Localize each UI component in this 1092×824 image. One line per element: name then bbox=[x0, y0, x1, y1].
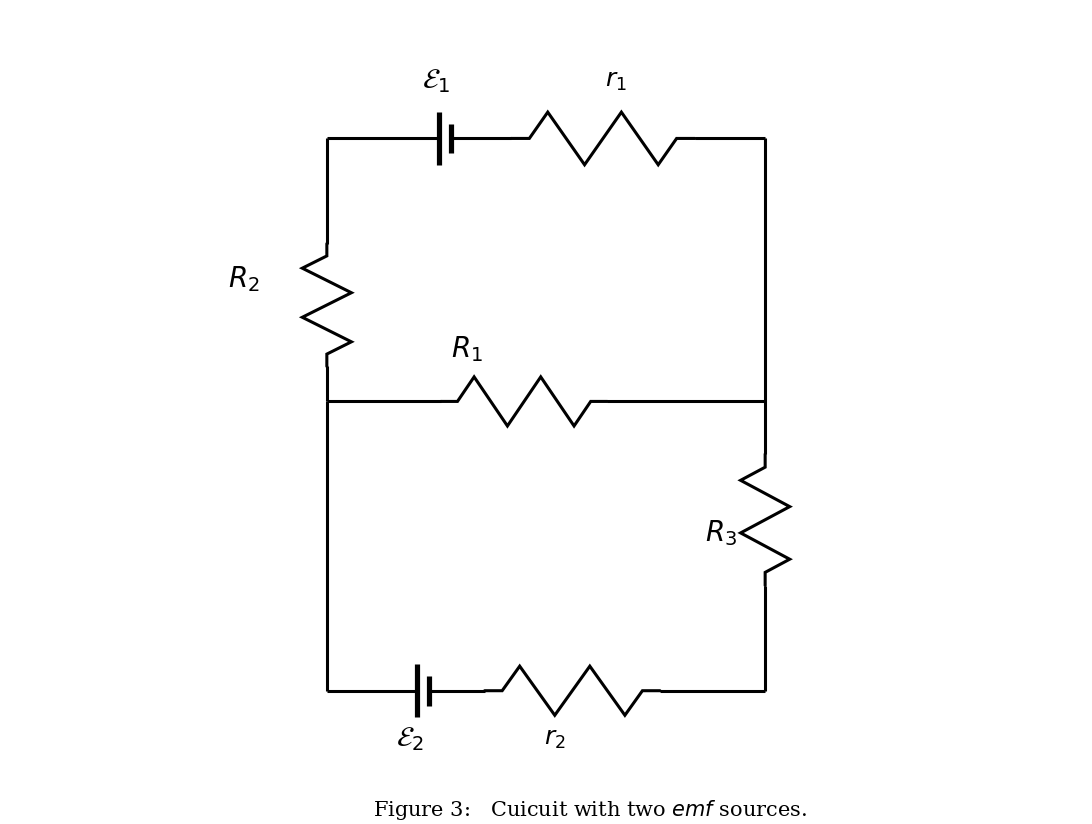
Text: $R_2$: $R_2$ bbox=[228, 264, 260, 293]
Text: $r_2$: $r_2$ bbox=[544, 727, 566, 751]
Text: $R_1$: $R_1$ bbox=[451, 334, 483, 363]
Text: Figure 3:   Cuicuit with two $\mathit{emf}$ sources.: Figure 3: Cuicuit with two $\mathit{emf}… bbox=[372, 798, 807, 822]
Text: $\mathcal{E}_1$: $\mathcal{E}_1$ bbox=[423, 68, 451, 96]
Text: $R_3$: $R_3$ bbox=[705, 518, 737, 548]
Text: $\mathcal{E}_2$: $\mathcal{E}_2$ bbox=[396, 725, 424, 753]
Text: $r_1$: $r_1$ bbox=[605, 69, 627, 93]
